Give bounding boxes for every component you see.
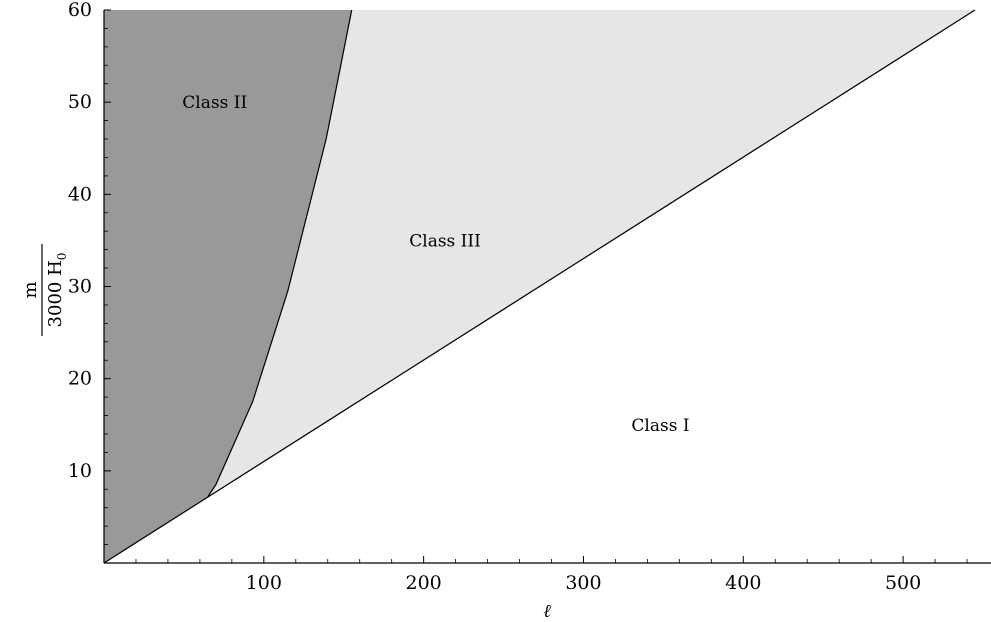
boundary-line-diagonal [103,9,976,564]
y-tick-label: 20 [68,368,92,390]
x-tick-label: 400 [725,572,761,594]
x-axis-label: ℓ [543,601,551,622]
y-tick-label: 60 [68,0,92,21]
y-tick-label: 10 [68,460,92,482]
y-axis-label-subscript: 0 [55,253,69,261]
x-tick-label: 100 [246,572,282,594]
x-tick-label: 300 [565,572,601,594]
axes-layer: 100 200 300 400 500 10 20 30 40 50 60 [68,0,991,594]
region-class-ii [104,10,352,563]
y-tick-label: 40 [68,183,92,205]
y-tick-label: 30 [68,276,92,298]
region-label-class-i: Class I [631,416,689,436]
y-tick-label: 50 [68,91,92,113]
boundary-lines-layer [103,9,976,564]
region-label-class-iii: Class III [409,231,481,251]
boundary-line-curve [207,9,353,497]
x-tick-label: 500 [885,572,921,594]
y-axis-label-denominator: 3000 H0 [45,253,69,328]
y-axis-label-numerator: m [20,281,41,298]
region-labels-layer: Class I Class II Class III [182,93,689,436]
region-label-class-ii: Class II [182,93,247,113]
x-tick-label: 200 [406,572,442,594]
y-axis-label-denominator-main: 3000 H [45,260,66,327]
y-axis-label: m 3000 H0 [20,244,69,336]
